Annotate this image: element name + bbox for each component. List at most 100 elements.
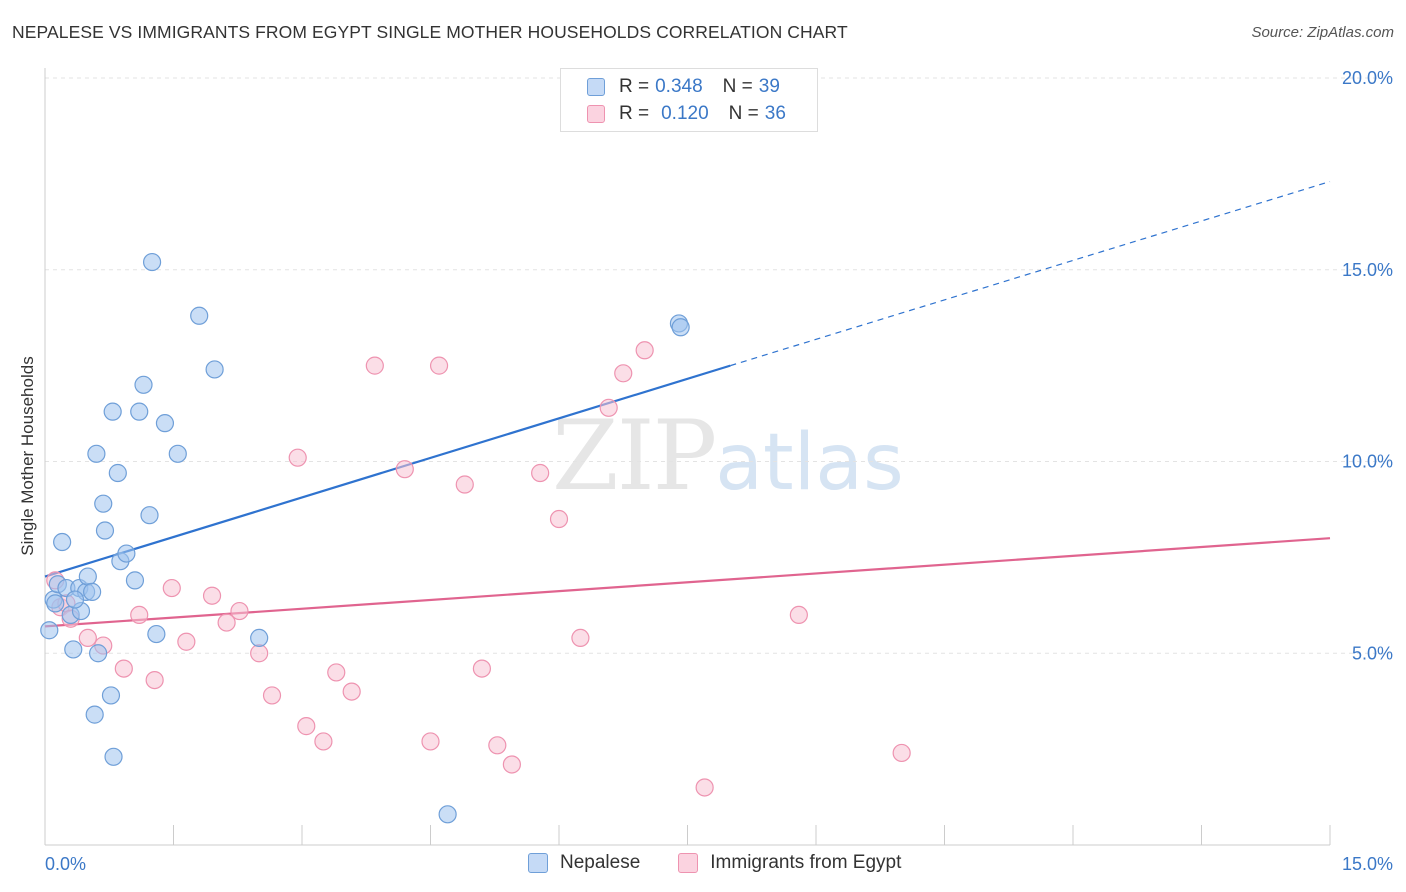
point-nepalese — [46, 594, 65, 613]
point-egypt — [429, 356, 449, 375]
point-egypt — [250, 644, 269, 663]
point-egypt — [327, 663, 346, 682]
point-nepalese — [205, 360, 224, 379]
chart-title: NEPALESE VS IMMIGRANTS FROM EGYPT SINGLE… — [12, 22, 848, 42]
point-nepalese — [40, 621, 59, 640]
y-tick-label: 10.0% — [1342, 452, 1393, 472]
bottom-legend: Nepalese Immigrants from Egypt — [528, 852, 939, 874]
point-nepalese — [438, 805, 457, 824]
watermark-atlas: atlas — [715, 418, 904, 508]
point-nepalese — [147, 624, 166, 644]
point-egypt — [177, 632, 196, 651]
point-egypt — [695, 778, 714, 797]
trend-line-nepalese-extension — [730, 180, 1331, 367]
point-egypt — [202, 586, 222, 605]
x-tick-label-right: 15.0% — [1342, 854, 1393, 874]
axes — [44, 68, 1331, 846]
point-egypt — [421, 732, 440, 751]
point-egypt — [549, 509, 569, 529]
bottom-legend-label-egypt: Immigrants from Egypt — [710, 852, 902, 873]
point-egypt — [342, 682, 361, 701]
legend-r-value: 0.120 — [661, 103, 709, 124]
trend-lines — [44, 180, 1331, 628]
point-egypt — [531, 463, 550, 483]
point-nepalese — [53, 532, 72, 552]
legend-swatch-egypt — [587, 105, 605, 123]
point-egypt — [488, 736, 507, 755]
point-egypt — [297, 717, 316, 736]
point-nepalese — [94, 494, 113, 513]
point-egypt — [217, 613, 236, 632]
y-tick-label: 20.0% — [1342, 68, 1393, 88]
trend-line-egypt — [44, 537, 1331, 628]
legend-r-label: R = — [619, 76, 650, 97]
legend-row-nepalese: R = 0.348 N = 39 — [587, 74, 780, 100]
data-points — [40, 252, 911, 824]
point-nepalese — [125, 571, 145, 590]
point-egypt — [162, 578, 181, 598]
point-nepalese — [83, 582, 102, 601]
point-nepalese — [101, 686, 121, 705]
point-nepalese — [671, 318, 690, 337]
point-egypt — [78, 628, 97, 648]
bottom-legend-egypt: Immigrants from Egypt — [678, 852, 901, 874]
x-tick-label-left: 0.0% — [45, 854, 86, 874]
point-nepalese — [87, 444, 106, 463]
point-egypt — [472, 659, 491, 678]
point-egypt — [635, 341, 654, 360]
point-nepalese — [168, 444, 187, 463]
point-nepalese — [104, 747, 123, 766]
bottom-legend-nepalese: Nepalese — [528, 852, 640, 874]
legend-n-value: 36 — [764, 103, 786, 124]
point-nepalese — [103, 402, 122, 421]
point-egypt — [571, 628, 590, 648]
y-tick-label: 15.0% — [1342, 260, 1393, 280]
legend-n-label: N = — [722, 76, 753, 97]
point-egypt — [145, 670, 164, 690]
point-nepalese — [142, 252, 162, 272]
point-egypt — [789, 605, 808, 625]
point-nepalese — [134, 375, 153, 394]
point-egypt — [230, 601, 249, 621]
point-nepalese — [130, 402, 149, 421]
bottom-legend-label-nepalese: Nepalese — [560, 852, 641, 873]
legend-r-value: 0.348 — [655, 76, 703, 97]
point-egypt — [614, 364, 633, 383]
watermark: ZIPatlas — [552, 400, 904, 512]
point-nepalese — [78, 567, 97, 586]
point-egypt — [599, 398, 618, 417]
point-nepalese — [65, 590, 85, 609]
point-egypt — [455, 475, 474, 494]
point-egypt — [365, 356, 384, 375]
legend-r-label: R = — [619, 103, 650, 124]
watermark-zip: ZIP — [552, 400, 717, 512]
point-nepalese — [250, 628, 269, 648]
point-nepalese — [117, 544, 136, 563]
legend-n-value: 39 — [758, 76, 780, 97]
point-nepalese — [85, 705, 104, 724]
legend-n-label: N = — [728, 103, 759, 124]
point-egypt — [114, 659, 133, 678]
point-egypt — [130, 605, 149, 625]
point-nepalese — [95, 521, 115, 540]
point-egypt — [892, 743, 911, 763]
gridlines — [45, 77, 1390, 654]
legend-swatch-nepalese — [587, 78, 605, 96]
legend-row-egypt: R = 0.120 N = 36 — [587, 101, 786, 127]
point-nepalese — [140, 506, 159, 525]
point-nepalese — [155, 414, 175, 433]
point-egypt — [502, 755, 521, 774]
point-egypt — [288, 448, 307, 467]
bottom-legend-swatch-nepalese — [528, 853, 548, 873]
point-egypt — [314, 732, 333, 751]
point-nepalese — [190, 306, 209, 325]
legend: R = 0.348 N = 39 R = 0.120 N = 36 — [560, 68, 818, 132]
point-egypt — [262, 686, 282, 705]
source-label: Source: ZipAtlas.com — [1251, 24, 1394, 41]
point-nepalese — [64, 640, 83, 659]
point-nepalese — [89, 644, 108, 663]
tick-labels: 5.0% 10.0% 15.0% 20.0% 0.0% 15.0% — [45, 68, 1393, 874]
bottom-legend-swatch-egypt — [678, 853, 699, 873]
point-nepalese — [108, 463, 127, 483]
y-tick-label: 5.0% — [1352, 643, 1393, 663]
